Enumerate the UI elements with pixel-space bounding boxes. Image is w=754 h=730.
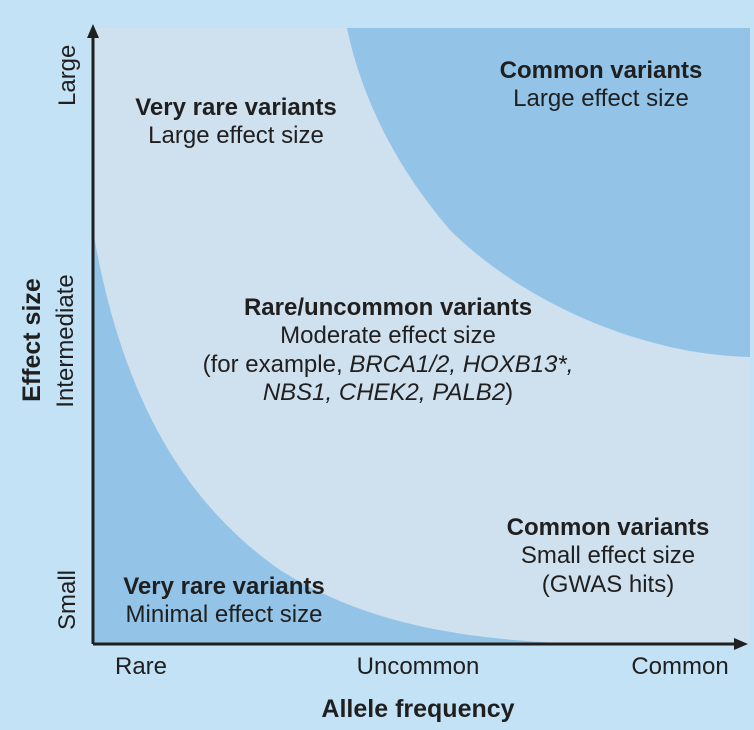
- rare-uncommon-example-genes-line-1: BRCA1/2, HOXB13*,: [349, 350, 574, 378]
- y-axis-arrow: [87, 24, 99, 38]
- x-tick-uncommon: Uncommon: [356, 653, 480, 680]
- very-rare-minimal-title: Very rare variants: [123, 573, 325, 600]
- rare-uncommon-example-suffix: ): [505, 378, 514, 406]
- common-small-label: Common variants Small effect size (GWAS …: [480, 514, 736, 599]
- rare-uncommon-moderate-subtitle: Moderate effect size: [280, 322, 496, 350]
- rare-uncommon-moderate-title: Rare/uncommon variants: [243, 294, 533, 321]
- common-small-subtitle: Small effect size: [520, 542, 696, 570]
- y-tick-small: Small: [54, 570, 81, 631]
- rare-uncommon-example-prefix: (for example,: [202, 350, 343, 378]
- very-rare-minimal-subtitle: Minimal effect size: [125, 601, 323, 629]
- y-axis-title: Effect size: [18, 278, 46, 402]
- x-tick-rare: Rare: [114, 653, 168, 680]
- rare-uncommon-example-genes-line-2: NBS1, CHEK2, PALB2: [262, 378, 506, 406]
- very-rare-large-subtitle: Large effect size: [148, 122, 324, 150]
- rare-uncommon-example-line-1: (for example, BRCA1/2, HOXB13*,: [165, 351, 611, 379]
- very-rare-minimal-label: Very rare variants Minimal effect size: [97, 573, 351, 630]
- common-small-title: Common variants: [506, 514, 710, 541]
- very-rare-minimal-region: [93, 230, 585, 644]
- x-tick-common: Common: [631, 653, 729, 680]
- very-rare-large-label: Very rare variants Large effect size: [108, 94, 364, 151]
- rare-uncommon-moderate-label: Rare/uncommon variants Moderate effect s…: [165, 294, 611, 407]
- x-axis-arrow: [734, 638, 748, 650]
- y-tick-large: Large: [54, 44, 81, 106]
- common-large-label: Common variants Large effect size: [470, 57, 732, 114]
- very-rare-large-title: Very rare variants: [135, 94, 337, 121]
- common-large-region: [347, 28, 750, 357]
- rare-uncommon-example-line-2: NBS1, CHEK2, PALB2): [165, 379, 611, 407]
- common-small-note: (GWAS hits): [541, 570, 675, 598]
- y-tick-intermediate: Intermediate: [52, 274, 79, 408]
- common-large-title: Common variants: [499, 57, 703, 84]
- common-large-subtitle: Large effect size: [513, 85, 689, 113]
- x-axis-title: Allele frequency: [321, 695, 515, 723]
